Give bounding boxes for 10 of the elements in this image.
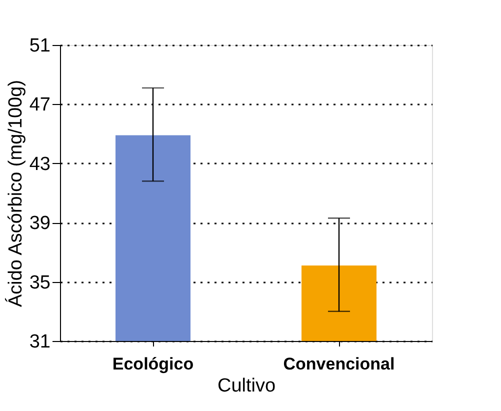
y-tick-label: 43: [29, 154, 50, 175]
y-tick-label: 35: [29, 272, 50, 294]
x-axis-title: Cultivo: [217, 376, 276, 396]
x-tick-label: Convencional: [283, 354, 395, 374]
y-tick-label: 31: [29, 332, 50, 352]
x-tick-label: Ecológico: [112, 354, 194, 374]
y-tick-label: 39: [29, 213, 50, 234]
y-axis-title: Ácido Ascórbico (mg/100g): [4, 80, 26, 308]
y-tick-label: 47: [29, 94, 50, 116]
y-tick-label: 51: [29, 36, 50, 56]
